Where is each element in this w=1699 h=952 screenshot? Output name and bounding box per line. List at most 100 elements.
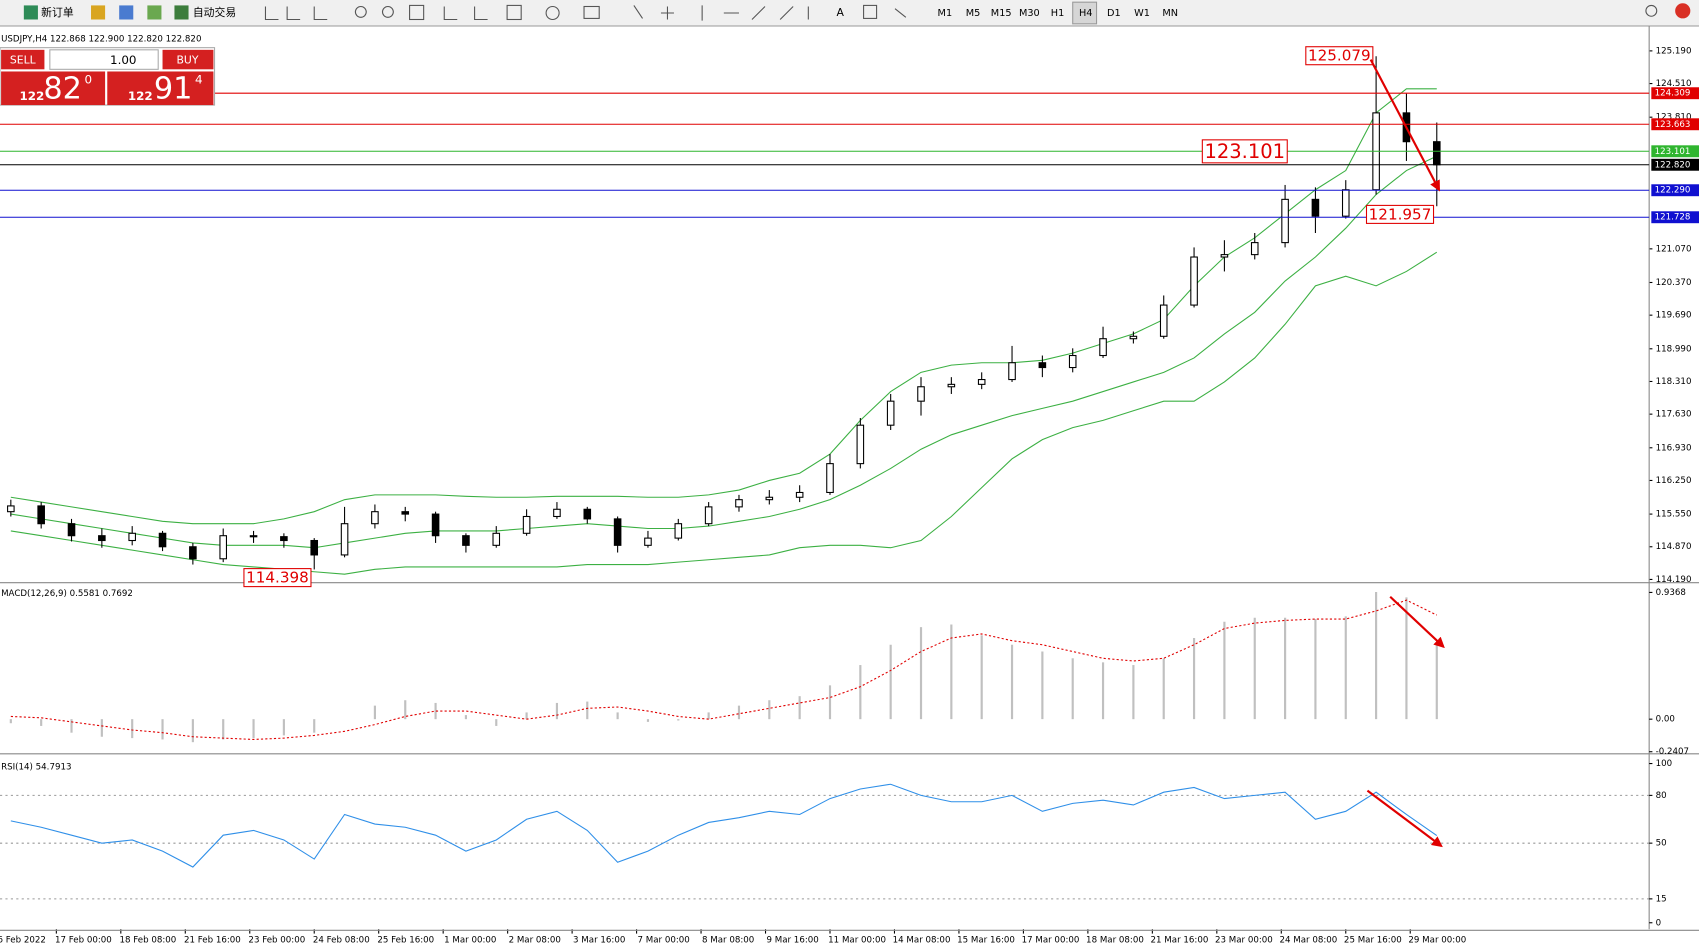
search-icon[interactable]: [1645, 4, 1658, 17]
buy-price-box[interactable]: [107, 71, 214, 106]
sell-button[interactable]: [1, 49, 45, 70]
y-tick-label: 121.070: [1656, 244, 1692, 254]
panel-title: USDJPY,H4 122.868 122.900 122.820 122.82…: [1, 34, 201, 44]
new-order-icon[interactable]: [23, 5, 38, 20]
trade-panel: SELL 1.00 BUY 122 82 0 122 91 4: [0, 47, 216, 106]
text-tool[interactable]: A: [836, 6, 844, 19]
buy-price-frac[interactable]: 4: [195, 73, 203, 87]
icon[interactable]: [119, 5, 134, 20]
indicators-icon[interactable]: [506, 4, 522, 21]
auto-trading-icon[interactable]: [174, 5, 189, 20]
timeframe-button[interactable]: H1: [1051, 8, 1065, 19]
icon[interactable]: [147, 5, 162, 20]
x-tick-label: 24 Feb 08:00: [313, 936, 370, 946]
price-badge-label: 123.663: [1655, 120, 1691, 130]
price-badge-label: 123.101: [1655, 147, 1691, 157]
candle-body: [886, 400, 895, 426]
x-tick-label: 17 Feb 00:00: [55, 936, 112, 946]
templates-icon[interactable]: [583, 5, 600, 19]
sell-price-box[interactable]: [1, 71, 106, 106]
timeframe-button[interactable]: W1: [1134, 8, 1150, 19]
timeframe-button[interactable]: M30: [1019, 8, 1040, 19]
zoom-in[interactable]: [354, 5, 367, 18]
band-upper: [10, 88, 1437, 525]
price-badge-label: 124.309: [1655, 89, 1691, 99]
price-badge-label: 122.290: [1655, 186, 1691, 196]
timeframe-button[interactable]: MN: [1162, 8, 1178, 19]
candle-body: [613, 518, 622, 546]
y-tick-label: 100: [1656, 759, 1673, 769]
new-order-button[interactable]: 新订单: [41, 5, 74, 19]
y-tick-label: 0.9368: [1656, 588, 1686, 598]
sell-price-big[interactable]: 122: [20, 89, 45, 103]
y-tick-label: 125.190: [1656, 46, 1692, 56]
notification-badge[interactable]: [1675, 3, 1691, 19]
toolbar: 新订单 自动交易 A M1 M5 M15 M30 H1 H4 D1 W1 MN: [0, 0, 1699, 26]
buy-price-big[interactable]: 122: [128, 89, 153, 103]
candle-body: [1250, 242, 1259, 256]
y-tick-label: 119.690: [1656, 311, 1692, 321]
candle-body: [371, 511, 379, 525]
annotation-box: [1305, 46, 1374, 66]
candle-body: [1008, 362, 1016, 381]
lots-input[interactable]: [49, 49, 159, 70]
x-tick-label: 21 Feb 16:00: [184, 936, 241, 946]
panel-title: RSI(14) 54.7913: [1, 762, 71, 772]
annotation-label: 123.101: [1204, 140, 1285, 163]
candle-body: [158, 532, 167, 548]
y-tick-label: 80: [1656, 791, 1667, 801]
timeframe-button[interactable]: M15: [991, 8, 1012, 19]
periods-icon[interactable]: [545, 5, 560, 21]
price-badge: [1651, 184, 1699, 197]
sell-label[interactable]: SELL: [10, 54, 36, 67]
buy-label[interactable]: BUY: [176, 54, 198, 67]
buy-price-pips[interactable]: 91: [154, 71, 193, 106]
timeframe-button[interactable]: M5: [966, 8, 981, 19]
band-middle: [10, 155, 1438, 549]
zoom-out[interactable]: [381, 5, 394, 18]
timeframe-button[interactable]: D1: [1107, 8, 1121, 19]
candle-body: [795, 491, 804, 498]
y-tick-label: 118.990: [1656, 344, 1692, 354]
candle-body: [492, 532, 501, 546]
lots-value[interactable]: 1.00: [110, 53, 137, 67]
price-badge: [1651, 211, 1699, 224]
scroll-icons[interactable]: [443, 6, 488, 21]
x-tick-label: 9 Mar 16:00: [766, 936, 818, 946]
icon[interactable]: [91, 5, 106, 20]
candle-body: [340, 523, 349, 556]
annotation-label: 125.079: [1308, 47, 1371, 65]
toolbar-bg: [0, 0, 1699, 26]
macd-arrow: [1389, 595, 1445, 649]
candle-body: [1341, 189, 1350, 217]
price-badge-label: 121.728: [1655, 213, 1691, 223]
sell-price-pips[interactable]: 82: [43, 71, 82, 106]
band-lower: [10, 251, 1438, 575]
x-tick-label: 23 Feb 00:00: [248, 936, 305, 946]
y-tick-label: 118.310: [1656, 377, 1692, 387]
buy-button[interactable]: [162, 49, 214, 70]
candle-body: [219, 535, 228, 560]
candle-body: [917, 386, 925, 402]
y-tick-label: 117.630: [1656, 410, 1692, 420]
y-tick-label: 123.810: [1656, 113, 1692, 123]
x-tick-label: 29 Mar 00:00: [1408, 936, 1466, 946]
tile-icon[interactable]: [409, 4, 425, 21]
candle-body: [280, 536, 288, 542]
drawing-tools[interactable]: [633, 5, 907, 21]
plots: [0, 56, 1650, 900]
x-tick-label: 21 Mar 16:00: [1151, 936, 1209, 946]
trend-arrows: [1366, 59, 1445, 848]
auto-trading-button[interactable]: 自动交易: [193, 5, 236, 19]
timeframe-button[interactable]: M1: [938, 8, 953, 19]
sell-price-frac[interactable]: 0: [85, 73, 93, 87]
y-tick-label: 115.550: [1656, 510, 1692, 520]
y-tick-label: 120.370: [1656, 278, 1692, 288]
chart-type-icons[interactable]: [264, 6, 328, 21]
x-tick-label: 18 Feb 08:00: [119, 936, 176, 946]
timeframe-button[interactable]: H4: [1079, 8, 1093, 19]
price-badge: [1651, 118, 1699, 131]
price-badge-label: 122.820: [1655, 160, 1691, 170]
label-tool[interactable]: [863, 4, 878, 19]
candle-body: [1099, 338, 1107, 357]
